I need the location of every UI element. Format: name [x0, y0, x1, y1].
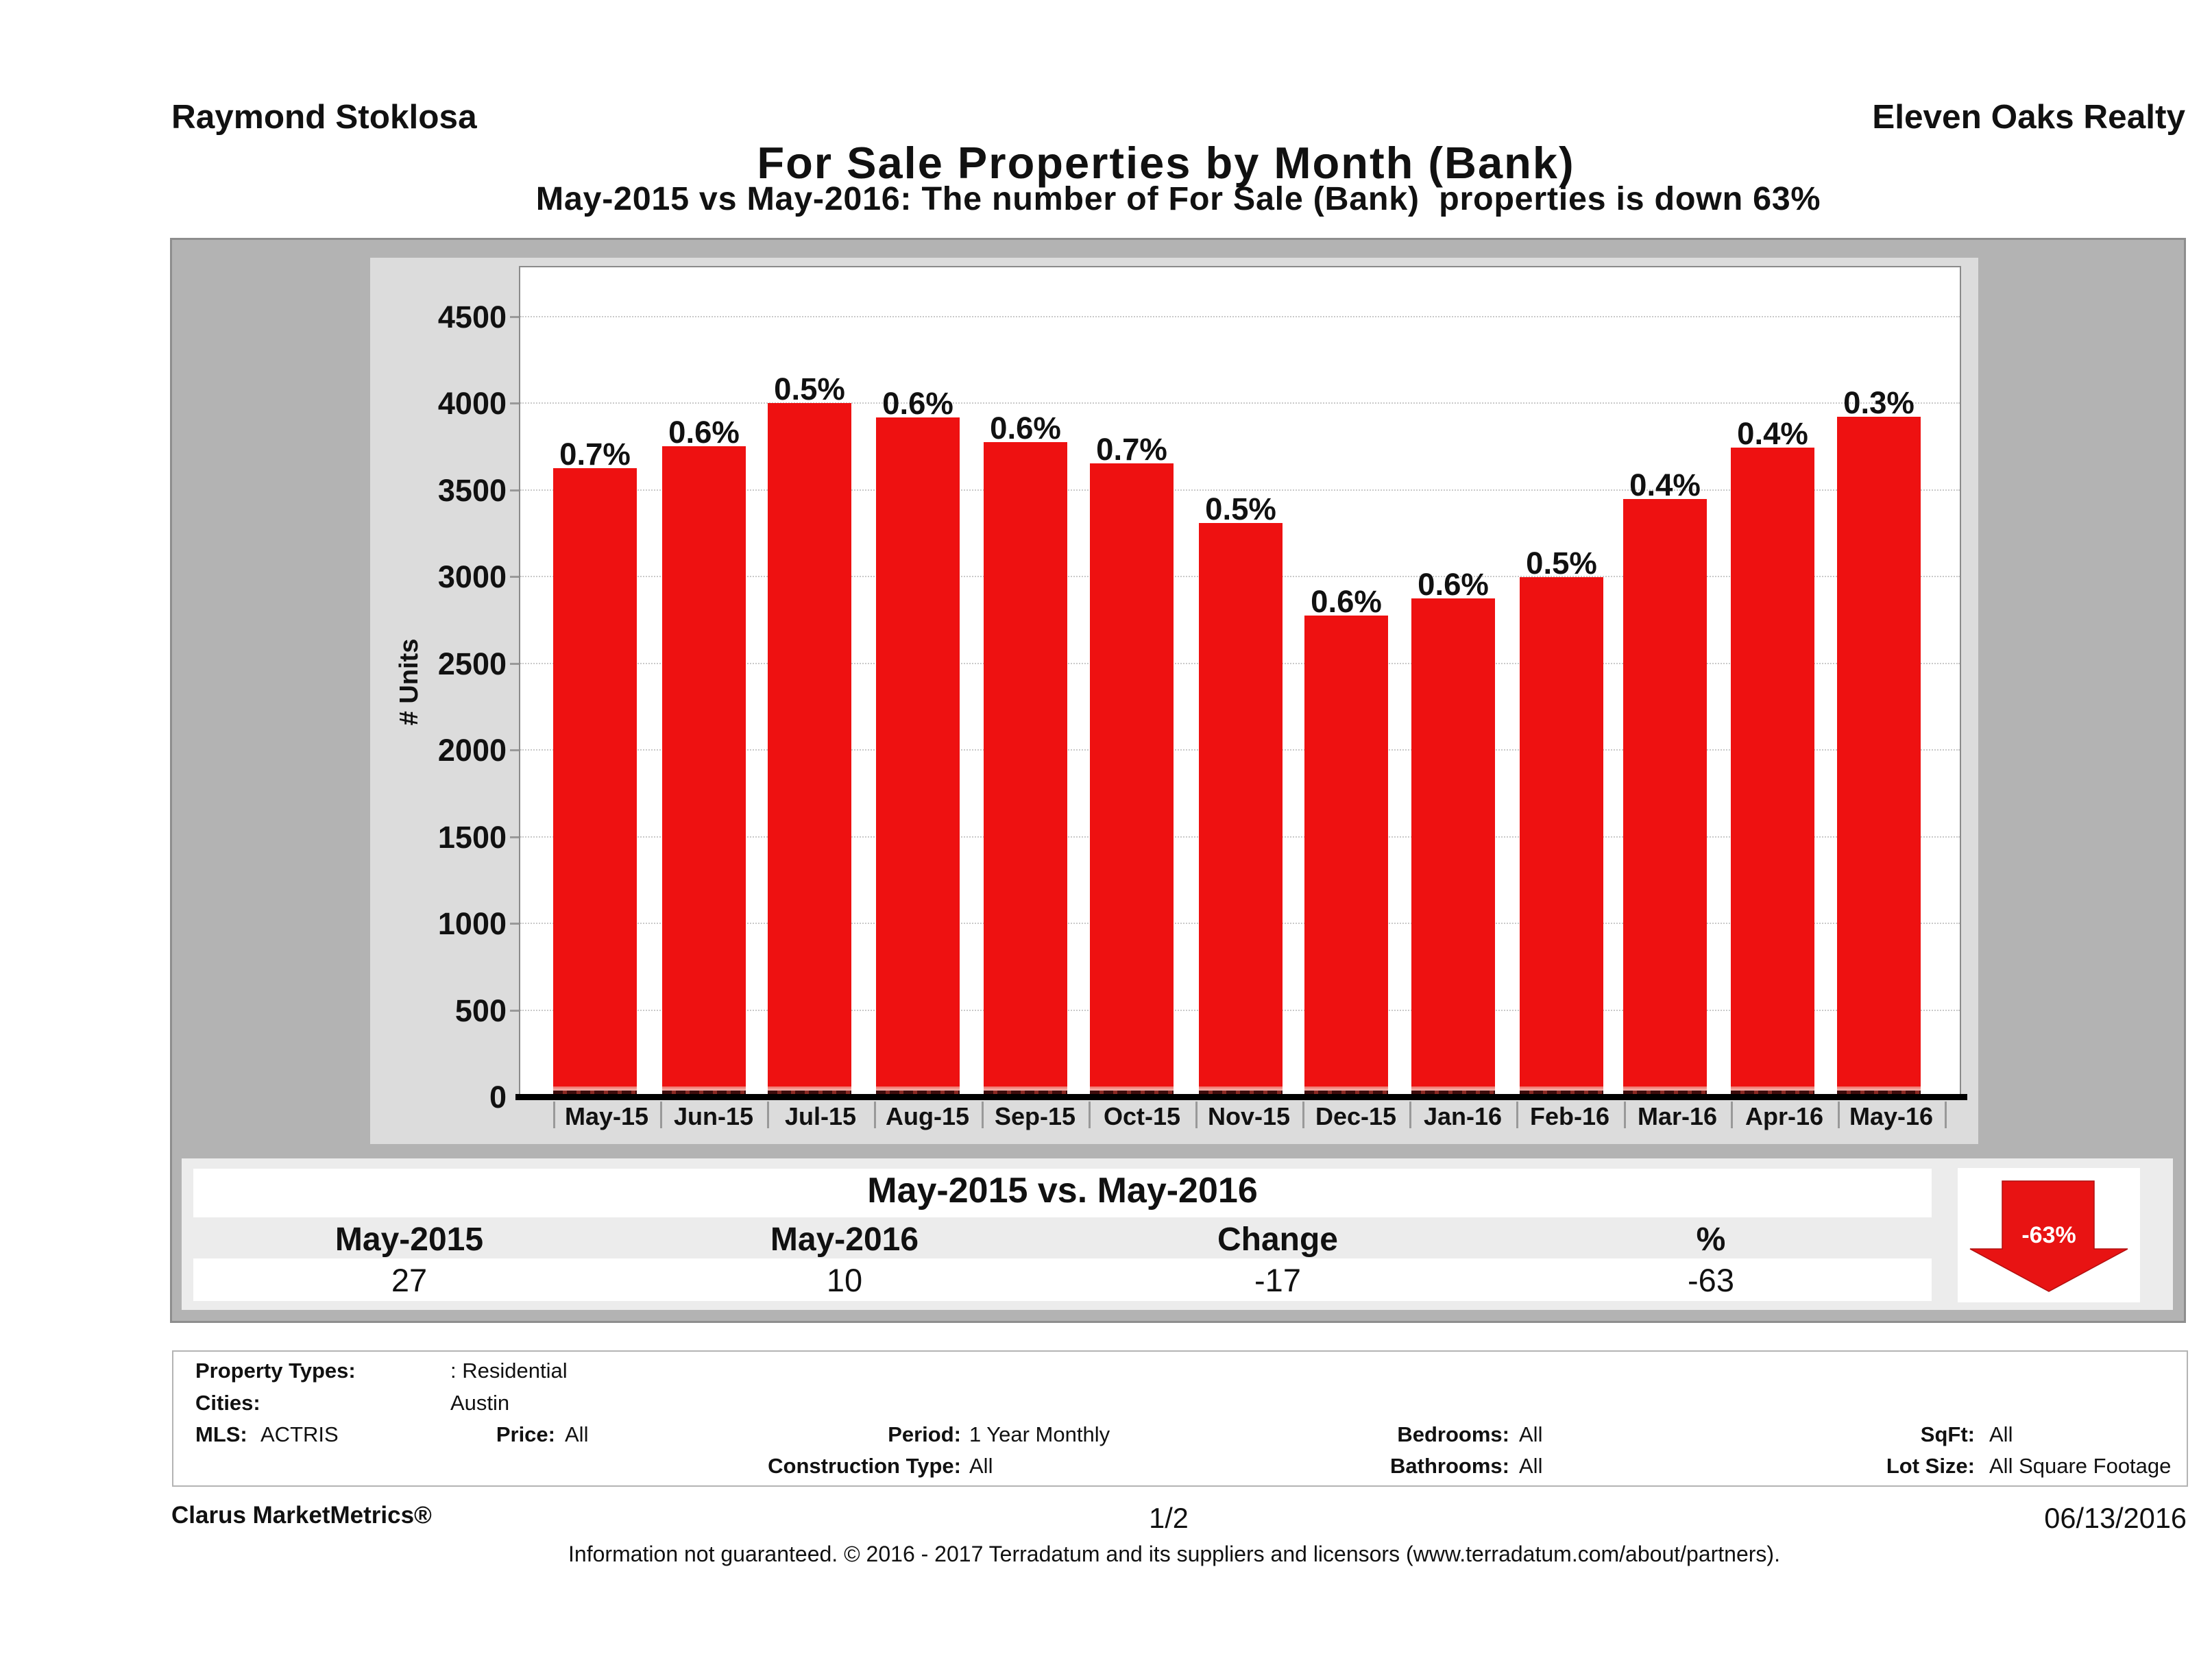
svg-text:-63%: -63% [2021, 1222, 2076, 1248]
